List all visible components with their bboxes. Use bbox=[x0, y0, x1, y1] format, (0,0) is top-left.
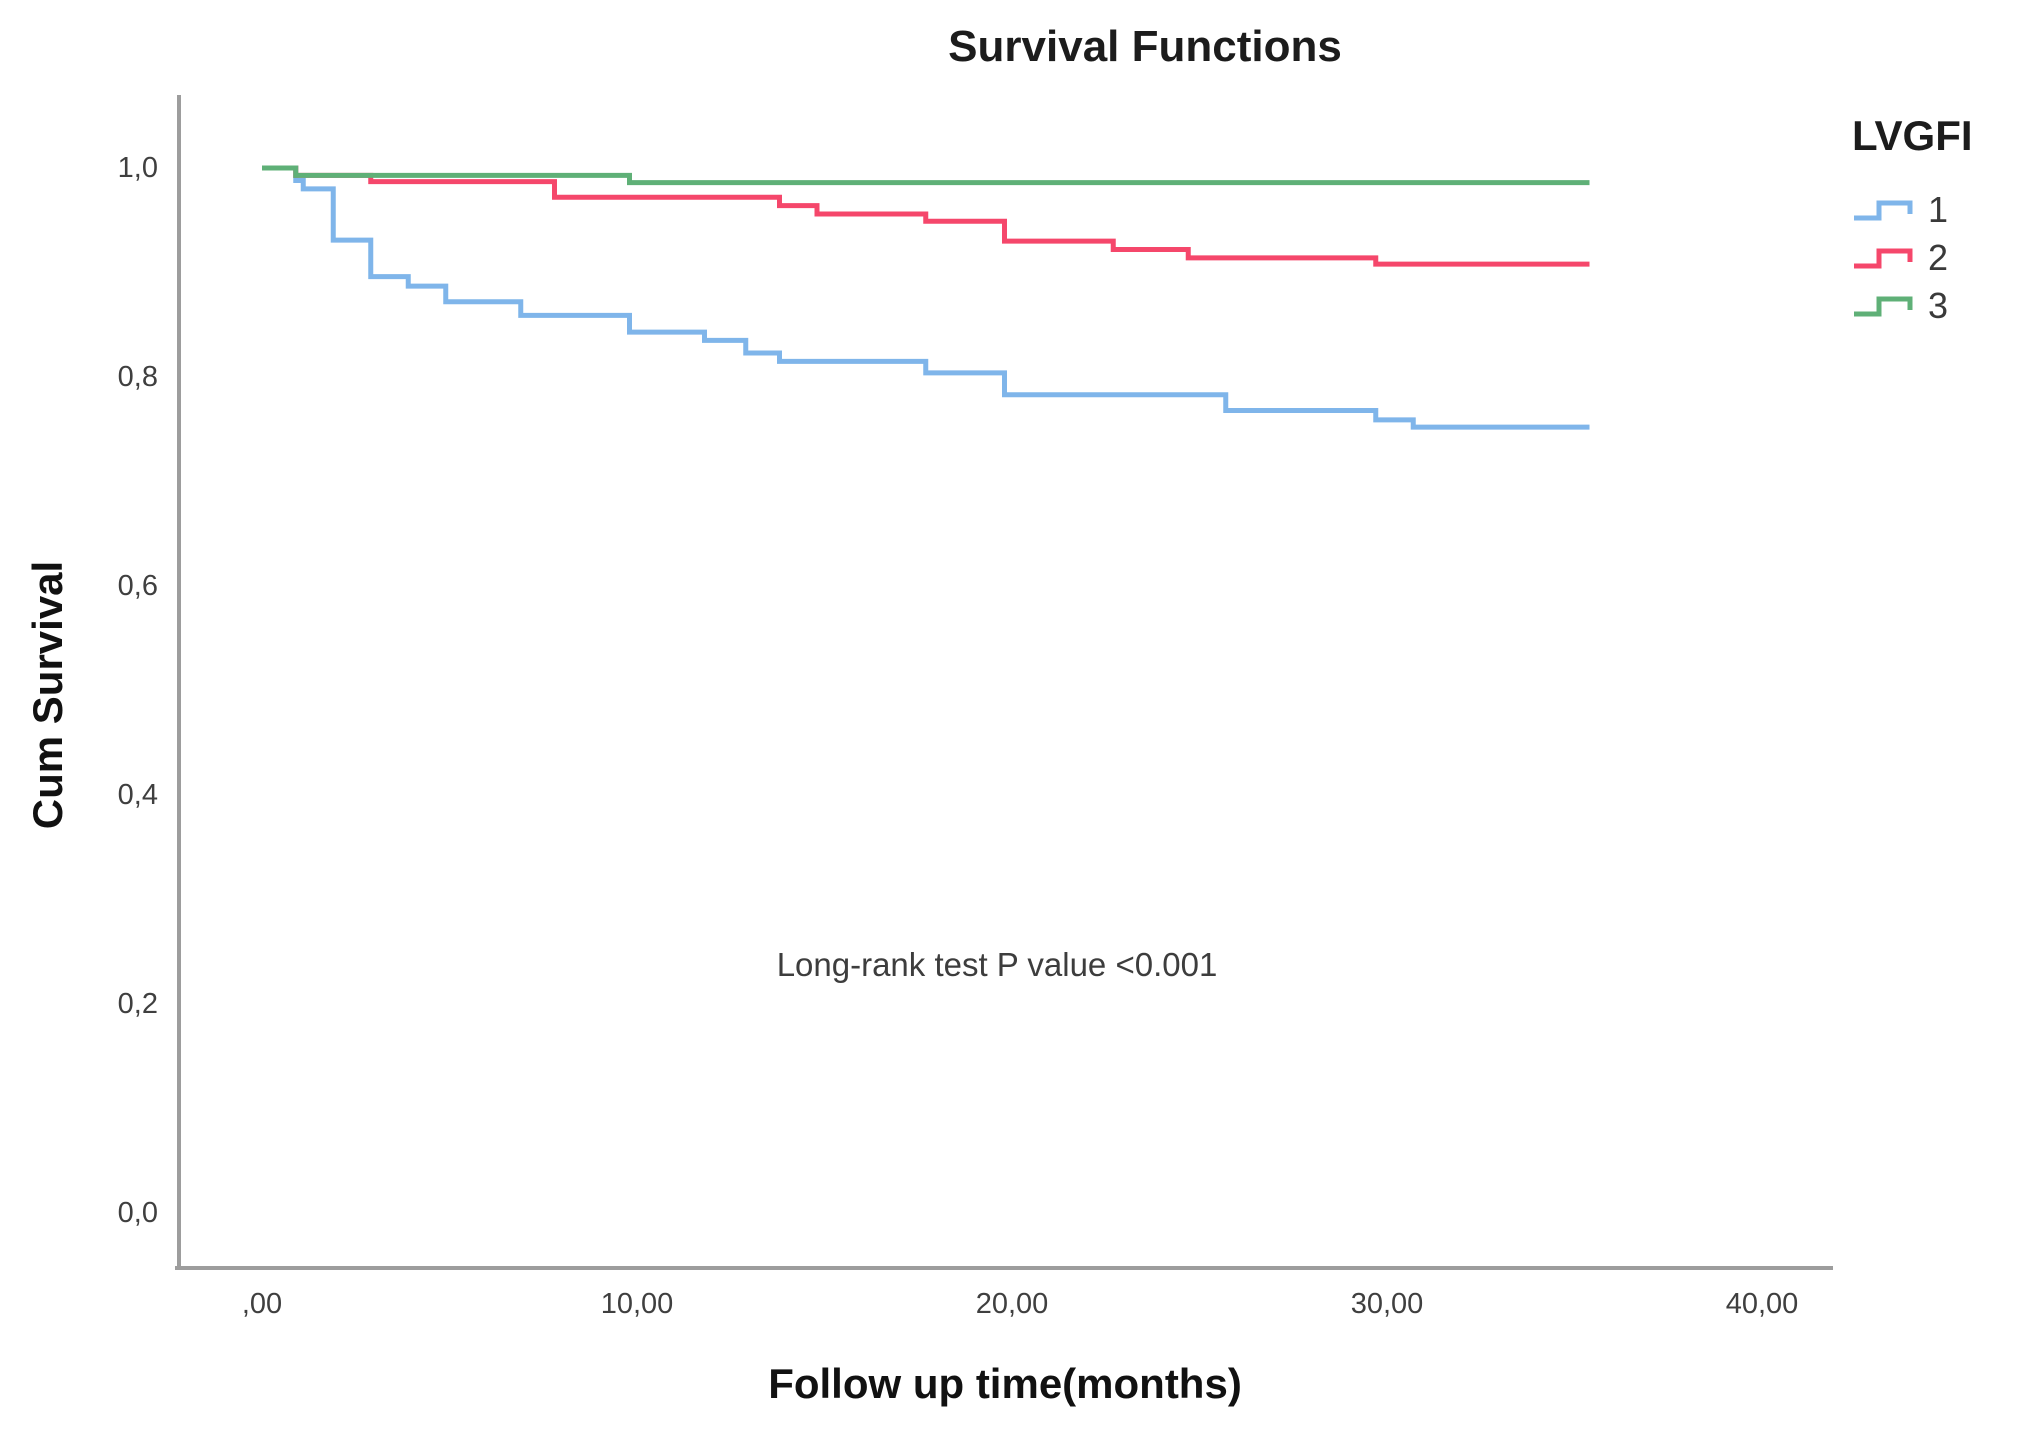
chart-title: Survival Functions bbox=[948, 22, 1342, 71]
legend-title: LVGFI bbox=[1852, 112, 1973, 159]
legend-item-2: 2 bbox=[1852, 234, 1973, 282]
legend-label: 3 bbox=[1928, 285, 1949, 326]
x-tick-label: 20,00 bbox=[975, 1288, 1049, 1320]
y-tick-label: 1,0 bbox=[117, 152, 158, 184]
legend-label: 1 bbox=[1928, 189, 1949, 230]
x-tick-label: 10,00 bbox=[600, 1288, 674, 1320]
y-axis-title: Cum Survival bbox=[24, 560, 71, 830]
y-tick-label: 0,0 bbox=[117, 1197, 158, 1229]
legend-item-3: 3 bbox=[1852, 282, 1973, 330]
y-tick-label: 0,4 bbox=[117, 779, 158, 811]
x-tick-label: 30,00 bbox=[1350, 1288, 1424, 1320]
legend-item-1: 1 bbox=[1852, 186, 1973, 234]
y-tick-label: 0,6 bbox=[117, 570, 158, 602]
legend-label: 2 bbox=[1928, 237, 1949, 278]
survival-curve-group-3 bbox=[262, 165, 1590, 186]
survival-curve-group-1 bbox=[262, 165, 1590, 430]
step-line-icon bbox=[1854, 296, 1913, 317]
legend: LVGFI 1 2 3 bbox=[1852, 112, 1973, 330]
y-tick-label: 0,2 bbox=[117, 988, 158, 1020]
x-tick-label: 40,00 bbox=[1725, 1288, 1799, 1320]
x-tick-label: ,00 bbox=[241, 1288, 283, 1320]
survival-curve-group-2 bbox=[262, 165, 1590, 267]
step-line-icon bbox=[1854, 200, 1913, 221]
log-rank-annotation: Long-rank test P value <0.001 bbox=[776, 946, 1218, 983]
step-line-icon bbox=[1854, 248, 1913, 269]
y-tick-label: 0,8 bbox=[117, 361, 158, 393]
x-axis-title: Follow up time(months) bbox=[768, 1360, 1242, 1407]
